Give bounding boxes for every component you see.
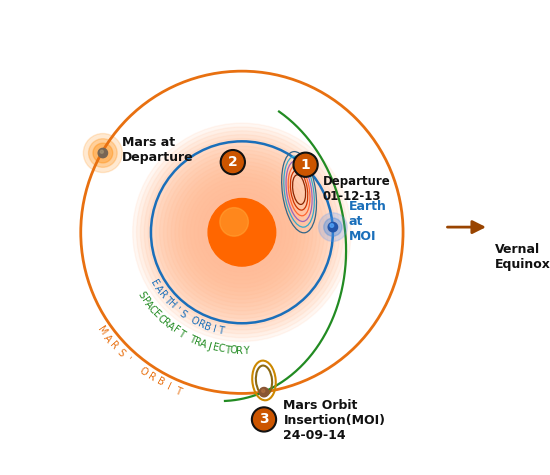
Text: R: R bbox=[156, 289, 168, 300]
Circle shape bbox=[93, 143, 113, 163]
Text: J: J bbox=[206, 341, 212, 352]
Text: Earth
at
MOI: Earth at MOI bbox=[349, 200, 386, 243]
Text: I: I bbox=[166, 382, 172, 392]
Circle shape bbox=[262, 390, 265, 392]
Text: E: E bbox=[148, 277, 161, 288]
Circle shape bbox=[84, 133, 122, 172]
Text: C: C bbox=[217, 343, 225, 354]
Text: O: O bbox=[229, 345, 238, 356]
Text: H: H bbox=[166, 299, 178, 311]
Circle shape bbox=[330, 224, 334, 228]
Text: T: T bbox=[187, 334, 196, 345]
Text: R: R bbox=[196, 318, 206, 331]
Circle shape bbox=[221, 150, 245, 175]
Text: O: O bbox=[138, 366, 149, 379]
Circle shape bbox=[222, 152, 243, 172]
Text: R: R bbox=[108, 340, 120, 352]
Text: A: A bbox=[199, 339, 208, 350]
Text: E: E bbox=[151, 309, 162, 320]
Text: P: P bbox=[139, 295, 151, 305]
Text: O: O bbox=[189, 315, 200, 328]
Text: A: A bbox=[102, 332, 114, 344]
Text: T: T bbox=[224, 344, 231, 355]
Circle shape bbox=[98, 148, 107, 158]
Text: T: T bbox=[173, 385, 183, 397]
Text: R: R bbox=[146, 371, 157, 383]
Text: ': ' bbox=[173, 305, 182, 314]
Text: ': ' bbox=[124, 355, 132, 364]
Text: 2: 2 bbox=[228, 155, 238, 169]
Circle shape bbox=[208, 199, 276, 266]
Text: T: T bbox=[217, 325, 225, 336]
Circle shape bbox=[89, 139, 117, 167]
Circle shape bbox=[318, 213, 347, 241]
Text: B: B bbox=[155, 377, 166, 389]
Text: Vernal
Equinox: Vernal Equinox bbox=[496, 243, 550, 271]
Text: R: R bbox=[236, 346, 243, 356]
Circle shape bbox=[328, 222, 338, 232]
Circle shape bbox=[324, 218, 342, 236]
Text: Departure
01-12-13: Departure 01-12-13 bbox=[322, 175, 390, 203]
Text: C: C bbox=[155, 313, 167, 325]
Text: C: C bbox=[146, 304, 158, 316]
Text: R: R bbox=[160, 317, 172, 329]
Text: E: E bbox=[211, 342, 219, 353]
Text: 1: 1 bbox=[301, 158, 310, 172]
Text: A: A bbox=[152, 283, 164, 294]
Text: S: S bbox=[177, 308, 188, 320]
Text: M: M bbox=[95, 324, 108, 337]
Text: I: I bbox=[211, 324, 217, 334]
Text: S: S bbox=[135, 290, 147, 300]
Text: B: B bbox=[202, 321, 212, 333]
Circle shape bbox=[251, 407, 277, 432]
Circle shape bbox=[136, 127, 347, 338]
Text: Mars at
Departure: Mars at Departure bbox=[122, 136, 194, 164]
Text: R: R bbox=[192, 336, 202, 348]
Circle shape bbox=[100, 150, 103, 153]
Text: A: A bbox=[165, 321, 176, 333]
Text: 3: 3 bbox=[259, 412, 269, 427]
Text: A: A bbox=[142, 300, 155, 311]
Text: F: F bbox=[170, 325, 181, 336]
Circle shape bbox=[220, 208, 249, 236]
Circle shape bbox=[133, 123, 351, 342]
Text: T: T bbox=[176, 328, 186, 340]
Circle shape bbox=[293, 152, 318, 177]
Text: Y: Y bbox=[243, 346, 249, 356]
Text: T: T bbox=[161, 294, 173, 305]
Text: S: S bbox=[115, 347, 126, 359]
Circle shape bbox=[295, 154, 316, 175]
Text: Mars Orbit
Insertion(MOI)
24-09-14: Mars Orbit Insertion(MOI) 24-09-14 bbox=[283, 399, 386, 442]
Circle shape bbox=[254, 409, 274, 430]
Circle shape bbox=[259, 388, 268, 397]
